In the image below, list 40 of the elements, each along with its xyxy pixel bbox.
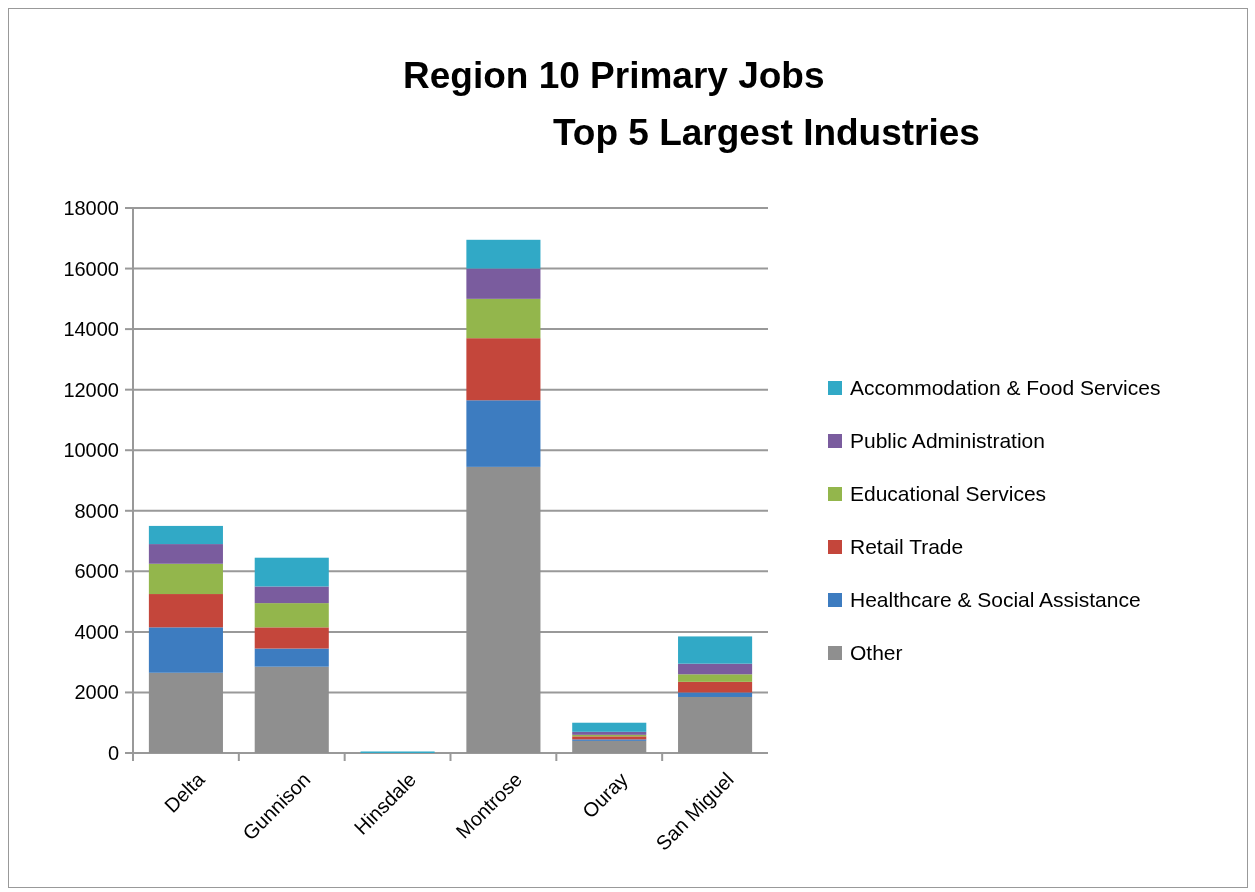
bar [254,557,329,587]
y-tick-label: 10000 [63,439,119,462]
chart-title: Region 10 Primary Jobs Top 5 Largest Industries [403,55,980,153]
bar [148,594,223,628]
bar [572,740,647,753]
legend-label: Accommodation & Food Services [850,376,1161,400]
bar [148,627,223,673]
bar [572,722,647,732]
bar [678,692,753,697]
bar [678,636,753,664]
bar [678,663,753,675]
bar [466,268,541,299]
y-tick-label: 4000 [74,620,119,643]
bar [678,696,753,753]
bar [466,239,541,269]
bar [148,563,223,595]
y-tick-label: 2000 [74,681,119,704]
bar [678,681,753,693]
bar [148,525,223,545]
legend-label: Public Administration [850,429,1045,453]
bar [254,648,329,667]
legend-label: Healthcare & Social Assistance [850,588,1141,612]
y-tick-label: 0 [107,742,119,764]
bar [466,338,541,401]
bar [678,674,753,682]
y-tick-label: 14000 [63,318,119,341]
y-tick-label: 18000 [63,197,119,219]
bar [466,298,541,339]
legend-label: Retail Trade [850,535,964,559]
bar [148,544,223,564]
bar [254,603,329,628]
legend-label: Other [850,641,903,665]
y-tick-label: 6000 [74,560,119,583]
bar [254,586,329,604]
y-tick-label: 12000 [63,378,119,401]
bar [466,400,541,467]
bar [254,627,329,649]
y-tick-label: 8000 [74,499,119,522]
y-tick-label: 16000 [63,257,119,280]
legend-label: Educational Services [850,482,1047,506]
